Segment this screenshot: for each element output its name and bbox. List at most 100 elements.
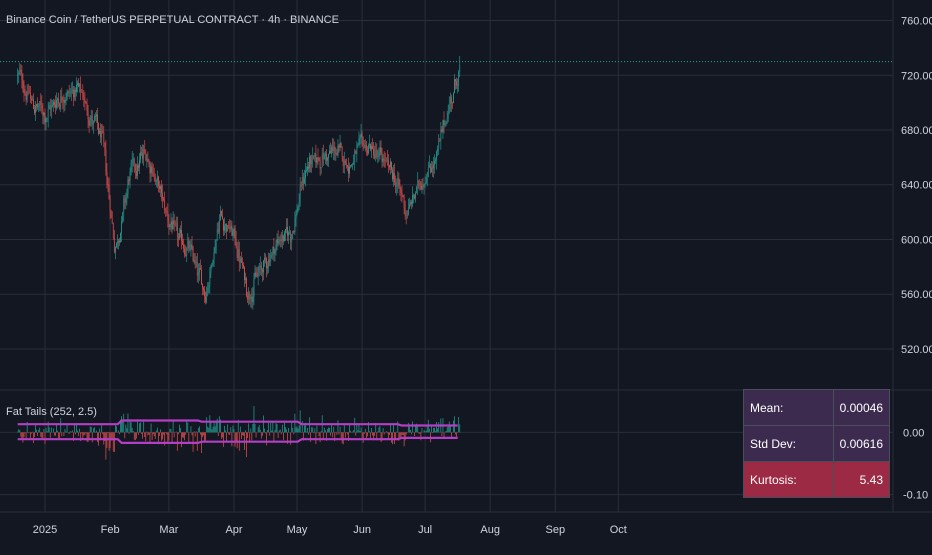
candle-body: [232, 230, 234, 236]
candle-body: [209, 272, 211, 285]
candle-body: [273, 246, 275, 254]
candle-body: [373, 148, 374, 156]
candle-body: [43, 112, 45, 116]
candle-body: [230, 225, 232, 230]
candle-body: [199, 268, 200, 273]
candle-body: [171, 221, 173, 230]
x-tick-label: Oct: [610, 524, 627, 536]
candle-body: [395, 182, 397, 187]
candle-body: [27, 91, 29, 93]
candle-body: [271, 253, 273, 256]
candle-body: [267, 266, 268, 269]
candle-body: [257, 272, 259, 277]
candle-body: [449, 97, 451, 104]
candle-body: [101, 130, 103, 138]
candle-body: [305, 170, 306, 179]
candle-body: [325, 153, 326, 156]
candle-body: [439, 140, 441, 142]
candle-body: [458, 71, 460, 86]
candle-body: [131, 159, 133, 164]
candle-body: [58, 98, 59, 104]
candle-body: [402, 194, 404, 198]
candle-body: [436, 151, 437, 161]
candle-body: [173, 220, 175, 224]
candle-body: [405, 213, 407, 216]
y-tick-label: 520.00: [901, 344, 932, 356]
candle-body: [349, 166, 350, 174]
candle-body: [297, 207, 299, 211]
candle-body: [347, 165, 348, 167]
candle-body: [364, 144, 366, 148]
candle-body: [250, 296, 252, 300]
candle-body: [327, 158, 328, 161]
candle-body: [416, 186, 418, 194]
candle-body: [438, 140, 440, 149]
candle-body: [154, 176, 156, 182]
candle-body: [42, 109, 44, 116]
candle-body: [107, 184, 109, 185]
candle-body: [447, 112, 449, 119]
candle-body: [45, 118, 47, 123]
candle-body: [281, 235, 283, 242]
candle-body: [397, 177, 399, 187]
candle-body: [110, 211, 112, 218]
candle-body: [145, 152, 147, 161]
candle-body: [406, 215, 408, 217]
ind-y-tick-label: 0.00: [903, 427, 924, 439]
candle-body: [69, 92, 71, 93]
candle-body: [80, 83, 82, 91]
x-tick-label: Jul: [418, 524, 432, 536]
candle-body: [394, 172, 395, 183]
stats-row-std-dev: Std Dev: 0.00616: [743, 425, 891, 462]
candle-body: [132, 158, 134, 160]
candle-body: [270, 255, 272, 263]
candle-body: [323, 155, 325, 160]
candle-body: [75, 90, 76, 93]
candle-body: [90, 115, 92, 121]
candle-body: [319, 160, 321, 169]
candle-body: [211, 263, 213, 266]
candle-body: [200, 268, 201, 270]
candle-body: [167, 212, 169, 221]
candle-body: [50, 105, 52, 110]
candle-body: [203, 287, 204, 290]
candle-body: [388, 160, 389, 166]
candle-body: [57, 98, 58, 101]
candle-body: [348, 166, 349, 174]
candle-body: [194, 260, 196, 263]
candle-body: [73, 89, 74, 98]
candle-body: [293, 230, 295, 233]
candle-body: [81, 90, 83, 92]
candle-body: [137, 165, 138, 176]
candle-body: [352, 164, 353, 166]
candle-body: [423, 184, 425, 187]
candle-body: [218, 220, 220, 233]
candle-body: [123, 198, 125, 213]
candle-body: [339, 142, 341, 148]
candle-body: [181, 229, 182, 241]
x-tick-label: Sep: [546, 524, 566, 536]
candle-body: [239, 258, 241, 263]
candle-body: [31, 99, 32, 101]
x-tick-label: 2025: [33, 524, 57, 536]
stats-value: 5.43: [832, 461, 891, 498]
candle-body: [238, 249, 240, 263]
candle-body: [20, 69, 22, 74]
x-tick-label: Mar: [159, 524, 178, 536]
candle-body: [317, 157, 319, 159]
candle-body: [299, 185, 301, 203]
candle-body: [133, 158, 135, 165]
candle-body: [61, 96, 63, 100]
candle-body: [40, 101, 42, 105]
candle-body: [128, 179, 130, 181]
candle-body: [188, 240, 190, 250]
candle-body: [130, 163, 132, 172]
candle-body: [18, 71, 20, 75]
candle-body: [175, 223, 177, 225]
candle-body: [29, 92, 31, 100]
candle-body: [308, 166, 309, 169]
candle-body: [266, 258, 267, 269]
candle-body: [115, 246, 116, 253]
